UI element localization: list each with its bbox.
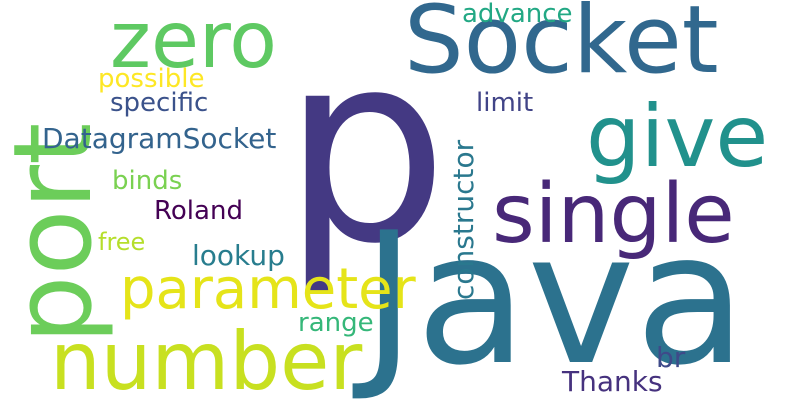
word-single: single (492, 167, 735, 262)
word-limit: limit (476, 88, 534, 118)
word-p: p (282, 0, 449, 301)
word-thanks: Thanks (562, 365, 663, 398)
word-binds: binds (112, 166, 183, 196)
word-socket: Socket (404, 0, 719, 95)
word-zero: zero (110, 0, 278, 86)
word-number: number (50, 315, 363, 400)
word-give: give (586, 87, 769, 187)
word-datagramsocket: DatagramSocket (42, 122, 277, 155)
word-java: Java (362, 193, 747, 400)
word-roland: Roland (154, 196, 243, 226)
word-parameter: parameter (120, 257, 416, 322)
word-possible: possible (98, 64, 205, 94)
word-br: br (656, 341, 686, 374)
word-lookup: lookup (192, 239, 285, 272)
word-specific: specific (110, 88, 209, 118)
word-range: range (298, 308, 374, 338)
word-port: port (0, 122, 116, 344)
word-advance: advance (462, 0, 573, 29)
word-free: free (98, 228, 146, 256)
word-constructor: constructor (447, 139, 480, 300)
